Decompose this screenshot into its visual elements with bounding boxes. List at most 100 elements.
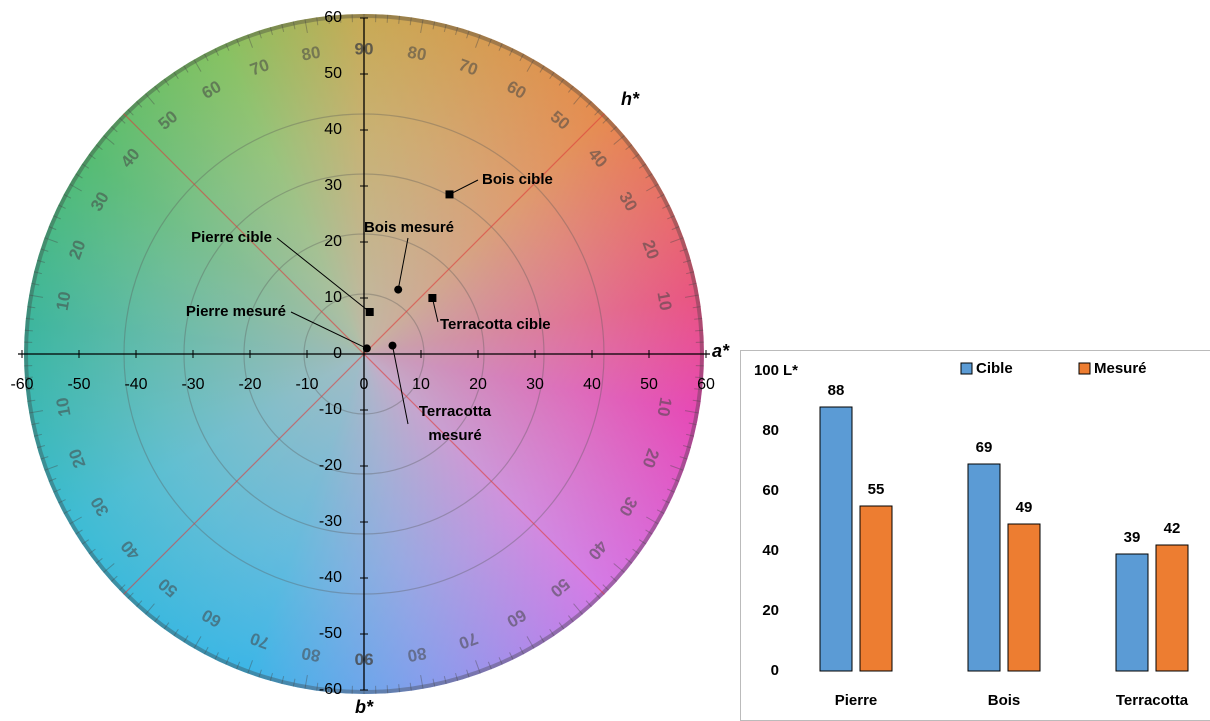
hue-minor-tick [41, 249, 49, 251]
x-tick-label: -60 [10, 376, 33, 393]
hue-tick-label: 60 [199, 605, 225, 631]
hue-minor-tick [128, 593, 134, 599]
hue-minor-tick [540, 66, 544, 73]
hue-minor-tick [27, 400, 35, 401]
x-tick-label: -30 [181, 376, 204, 393]
hue-minor-tick [49, 227, 56, 230]
hue-minor-tick [667, 489, 674, 492]
hue-tick-label: 50 [547, 574, 574, 601]
hue-tick-label: 40 [584, 145, 611, 172]
hue-minor-tick [646, 174, 653, 178]
hue-minor-tick [683, 446, 691, 448]
hue-minor-tick [136, 601, 141, 607]
y-tick-label: 60 [324, 9, 342, 26]
hue-minor-tick [639, 540, 646, 544]
hue-minor-tick [695, 330, 703, 331]
bar [860, 506, 892, 671]
hue-tick-label: 30 [615, 189, 641, 215]
hue-minor-tick [550, 629, 554, 636]
y-tick-label: 20 [762, 602, 779, 619]
hue-minor-tick [104, 135, 115, 144]
hue-minor-tick [467, 670, 469, 678]
leader-line [398, 238, 408, 290]
hue-minor-tick [215, 652, 219, 659]
hue-minor-tick [433, 21, 435, 29]
hue-minor-tick [540, 636, 544, 643]
hue-minor-tick [34, 434, 42, 436]
hue-tick-label: 80 [406, 643, 428, 665]
hue-minor-tick [174, 72, 178, 79]
hue-minor-tick [574, 604, 583, 615]
hue-minor-tick [672, 478, 679, 481]
hue-minor-tick [595, 109, 601, 115]
legend-swatch [1079, 363, 1090, 374]
point-square [446, 190, 454, 198]
hue-minor-tick [603, 118, 609, 124]
hue-minor-tick [662, 205, 669, 209]
hue-minor-tick [689, 423, 697, 425]
hue-minor-tick [237, 39, 240, 46]
y-tick-label: -50 [319, 625, 342, 642]
hue-minor-tick [270, 27, 272, 35]
hue-minor-tick [248, 35, 253, 48]
hue-minor-tick [119, 585, 125, 591]
hue-minor-tick [559, 79, 564, 85]
x-tick-label: 0 [360, 376, 369, 393]
hue-minor-tick [70, 184, 82, 191]
hue-minor-tick [646, 517, 658, 524]
y-tick-label: 50 [324, 65, 342, 82]
hue-minor-tick [259, 670, 261, 678]
x-tick-label: -20 [238, 376, 261, 393]
hue-minor-tick [64, 194, 71, 198]
value-label: 69 [976, 439, 993, 456]
hue-minor-tick [614, 564, 625, 573]
hue-minor-tick [595, 593, 601, 599]
hue-minor-tick [646, 184, 658, 191]
hue-minor-tick [31, 423, 39, 425]
point-circle [389, 342, 397, 350]
x-tick-label: Terracotta [1116, 692, 1189, 709]
hue-minor-tick [82, 164, 89, 168]
point-label: Terracotta mesuré [400, 400, 510, 448]
hue-minor-tick [611, 576, 617, 581]
x-tick-label: -40 [124, 376, 147, 393]
y-tick-label: -30 [319, 513, 342, 530]
hue-minor-tick [488, 39, 491, 46]
hue-minor-tick [421, 675, 423, 689]
hue-minor-tick [670, 238, 683, 243]
hue-minor-tick [145, 94, 154, 105]
hue-tick-label: 80 [300, 43, 322, 65]
hue-minor-tick [64, 510, 71, 514]
y-tick-label: 80 [762, 422, 779, 439]
point-label: Pierre cible [191, 229, 272, 246]
hue-minor-tick [76, 174, 83, 178]
hue-tick-label: 50 [155, 574, 182, 601]
hue-minor-tick [53, 216, 60, 219]
hue-tick-label: 50 [155, 107, 182, 134]
hue-minor-tick [259, 31, 261, 39]
hue-tick-label: 50 [547, 107, 574, 134]
hue-minor-tick [586, 101, 591, 107]
hue-minor-tick [41, 457, 49, 459]
hue-minor-tick [633, 549, 639, 554]
hue-minor-tick [680, 249, 688, 251]
hue-minor-tick [387, 15, 388, 23]
hue-minor-tick [31, 283, 39, 285]
hue-minor-tick [27, 307, 35, 308]
hue-minor-tick [58, 500, 65, 504]
hue-tick-label: 70 [456, 55, 480, 79]
hue-minor-tick [53, 489, 60, 492]
hue-minor-tick [45, 238, 58, 243]
hue-minor-tick [614, 135, 625, 144]
hue-minor-tick [34, 272, 42, 274]
hue-minor-tick [685, 411, 699, 413]
y-tick-label: 30 [324, 177, 342, 194]
hue-minor-tick [270, 673, 272, 681]
hue-minor-tick [611, 126, 617, 131]
legend-swatch [961, 363, 972, 374]
hue-minor-tick [26, 318, 34, 319]
hue-minor-tick [488, 662, 491, 669]
x-tick-label: Bois [988, 692, 1021, 709]
